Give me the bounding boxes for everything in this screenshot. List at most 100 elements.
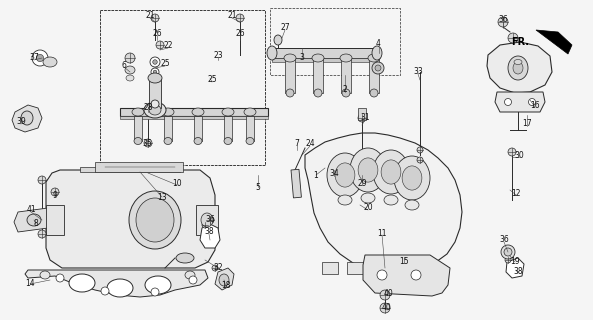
Bar <box>341 58 351 93</box>
Text: 38: 38 <box>513 268 523 276</box>
Ellipse shape <box>192 108 204 116</box>
Text: 30: 30 <box>514 150 524 159</box>
Polygon shape <box>215 268 234 290</box>
Text: 2: 2 <box>343 85 347 94</box>
Text: 23: 23 <box>213 51 223 60</box>
Ellipse shape <box>528 99 535 106</box>
Ellipse shape <box>126 75 134 81</box>
Circle shape <box>51 188 59 196</box>
Ellipse shape <box>381 160 401 184</box>
Text: 26: 26 <box>152 28 162 37</box>
Ellipse shape <box>284 54 296 62</box>
Circle shape <box>125 53 135 63</box>
Ellipse shape <box>136 198 174 242</box>
Bar <box>372 262 388 274</box>
Circle shape <box>32 50 48 66</box>
Circle shape <box>498 17 508 27</box>
Text: 39: 39 <box>16 117 26 126</box>
Bar <box>291 169 301 198</box>
Circle shape <box>380 290 390 300</box>
Circle shape <box>101 287 109 295</box>
Ellipse shape <box>129 191 181 249</box>
Ellipse shape <box>145 276 171 294</box>
Ellipse shape <box>335 163 355 187</box>
Ellipse shape <box>358 158 378 182</box>
Polygon shape <box>12 105 42 132</box>
Ellipse shape <box>314 89 322 97</box>
Ellipse shape <box>267 46 277 60</box>
Text: 17: 17 <box>522 119 532 129</box>
Bar <box>322 262 338 274</box>
Bar <box>313 58 323 93</box>
Text: 36: 36 <box>498 15 508 25</box>
Text: 29: 29 <box>357 179 367 188</box>
Text: 3: 3 <box>299 52 304 61</box>
Bar <box>164 116 172 141</box>
Text: 22: 22 <box>163 42 173 51</box>
Bar <box>358 108 366 120</box>
Text: 40: 40 <box>383 289 393 298</box>
Ellipse shape <box>144 102 166 118</box>
Circle shape <box>505 257 511 263</box>
Polygon shape <box>200 224 220 248</box>
Ellipse shape <box>162 108 174 116</box>
Bar <box>120 116 268 119</box>
Ellipse shape <box>148 73 162 83</box>
Text: 24: 24 <box>305 140 315 148</box>
Text: 25: 25 <box>160 60 170 68</box>
Ellipse shape <box>405 200 419 210</box>
Text: 33: 33 <box>413 68 423 76</box>
Ellipse shape <box>368 54 380 62</box>
Ellipse shape <box>373 150 409 194</box>
Circle shape <box>508 148 516 156</box>
Ellipse shape <box>27 214 41 226</box>
Bar <box>246 116 254 141</box>
Bar <box>46 205 64 235</box>
Ellipse shape <box>43 57 57 67</box>
Circle shape <box>56 274 64 282</box>
Ellipse shape <box>176 253 194 263</box>
Ellipse shape <box>40 271 50 279</box>
Text: 36: 36 <box>205 214 215 223</box>
Circle shape <box>236 14 244 22</box>
Circle shape <box>144 139 152 147</box>
Circle shape <box>417 157 423 163</box>
Circle shape <box>151 68 159 76</box>
Bar <box>369 58 379 93</box>
Ellipse shape <box>513 62 523 74</box>
Ellipse shape <box>402 166 422 190</box>
Text: 12: 12 <box>511 188 521 197</box>
Bar <box>397 262 413 274</box>
Bar <box>80 167 180 172</box>
Bar <box>347 262 363 274</box>
Ellipse shape <box>338 195 352 205</box>
Text: 7: 7 <box>295 139 299 148</box>
Circle shape <box>377 270 387 280</box>
Circle shape <box>212 265 218 271</box>
Polygon shape <box>25 270 208 297</box>
Circle shape <box>202 222 208 228</box>
Ellipse shape <box>384 195 398 205</box>
Text: 34: 34 <box>329 170 339 179</box>
Circle shape <box>411 270 421 280</box>
Ellipse shape <box>69 274 95 292</box>
Ellipse shape <box>312 54 324 62</box>
Text: 37: 37 <box>29 53 39 62</box>
Ellipse shape <box>224 138 232 145</box>
Ellipse shape <box>342 89 350 97</box>
Ellipse shape <box>340 54 352 62</box>
Ellipse shape <box>372 46 382 60</box>
Bar <box>134 116 142 141</box>
Circle shape <box>151 14 159 22</box>
Polygon shape <box>46 170 215 268</box>
Bar <box>224 116 232 141</box>
Ellipse shape <box>107 279 133 297</box>
Circle shape <box>206 216 214 224</box>
Text: 14: 14 <box>25 279 35 289</box>
Ellipse shape <box>508 56 528 80</box>
Ellipse shape <box>394 156 430 200</box>
Text: 13: 13 <box>157 193 167 202</box>
Text: 27: 27 <box>280 23 290 33</box>
Bar <box>196 205 218 235</box>
Bar <box>272 58 377 62</box>
